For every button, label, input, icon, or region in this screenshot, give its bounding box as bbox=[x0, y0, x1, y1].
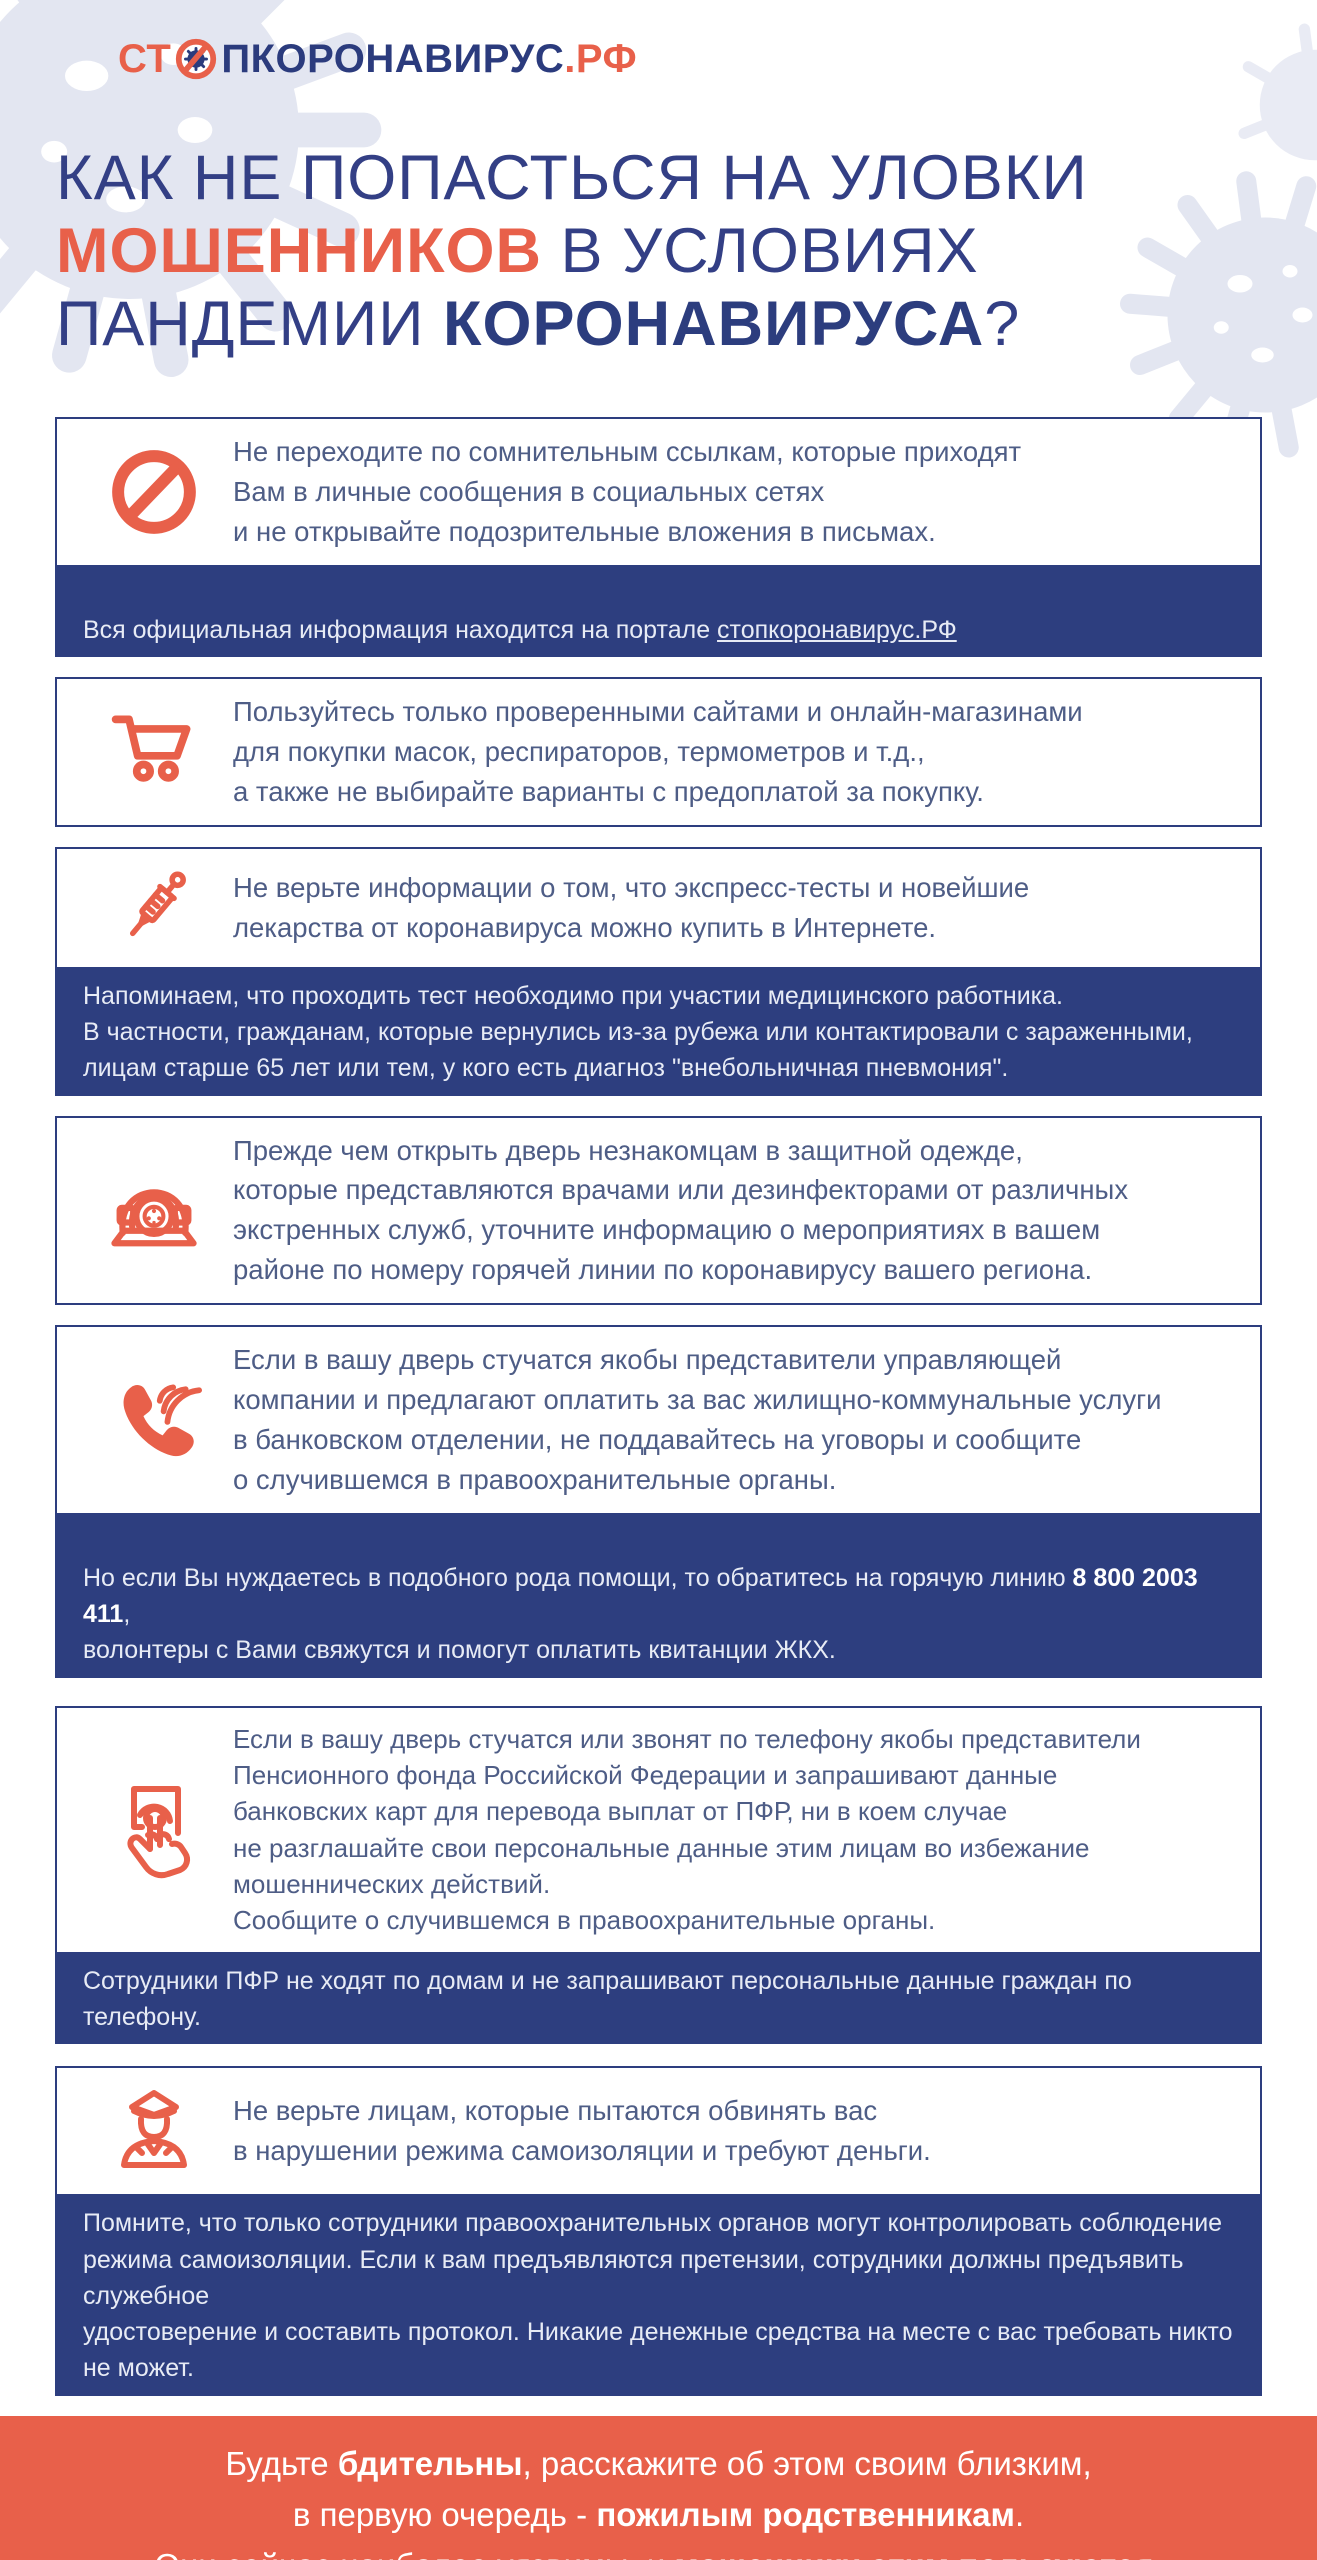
logo-text-middle: ПКОРОНАВИРУС bbox=[221, 37, 565, 81]
info-banner-police: Помните, что только сотрудники правоохра… bbox=[55, 2196, 1262, 2396]
card-text: Пользуйтесь только проверенными сайтами … bbox=[233, 696, 1083, 807]
card-text: Не переходите по сомнительным ссылкам, к… bbox=[233, 436, 1022, 547]
info-banner-official-portal: Вся официальная информация находится на … bbox=[55, 566, 1262, 658]
virus-blob-top-right bbox=[1238, 23, 1317, 161]
logo-text-prefix: СТ bbox=[118, 37, 172, 81]
card-text: Прежде чем открыть дверь незнакомцам в з… bbox=[233, 1134, 1129, 1286]
banner-text: Вся официальная информация находится на … bbox=[83, 615, 718, 644]
logo-text-suffix: .РФ bbox=[564, 37, 638, 81]
title-question-mark: ? bbox=[984, 289, 1021, 359]
title-line1: КАК НЕ ПОПАСТЬСЯ НА УЛОВКИ bbox=[56, 143, 1088, 213]
info-banner-pfr: Сотрудники ПФР не ходят по домам и не за… bbox=[55, 1953, 1262, 2045]
policeman-icon bbox=[75, 2081, 233, 2181]
stopcoronavirus-portal-link[interactable]: стопкоронавирус.РФ bbox=[717, 615, 957, 644]
title-line2-rest: В УСЛОВИЯХ bbox=[542, 216, 979, 286]
banner-text: Сотрудники ПФР не ходят по домам и не за… bbox=[83, 1966, 1132, 2032]
banner-text: , волонтеры с Вами свяжутся и помогут оп… bbox=[83, 1600, 836, 1665]
card-text: Не верьте лицам, которые пытаются обвиня… bbox=[233, 2095, 931, 2167]
vigilance-line1: Будьте бдительны, расскажите об этом сво… bbox=[225, 2444, 1092, 2482]
banner-text: Но если Вы нуждаетесь в подобного рода п… bbox=[83, 1563, 1073, 1592]
card: Не верьте информации о том, что экспресс… bbox=[55, 846, 1262, 969]
card: Пользуйтесь только проверенными сайтами … bbox=[55, 677, 1262, 827]
syringe-icon bbox=[75, 862, 233, 954]
info-banner-hotline: Но если Вы нуждаетесь в подобного рода п… bbox=[55, 1514, 1262, 1678]
stopcoronavirus-logo: СТ ПКОРОНАВИРУС .РФ bbox=[118, 36, 637, 82]
card: Не верьте лицам, которые пытаются обвиня… bbox=[55, 2066, 1262, 2197]
card: Прежде чем открыть дверь незнакомцам в з… bbox=[55, 1115, 1262, 1305]
gas-mask-icon bbox=[75, 1158, 233, 1262]
advice-card-links: Не переходите по сомнительным ссылкам, к… bbox=[55, 417, 1262, 658]
prohibition-icon bbox=[75, 446, 233, 538]
banner-text: Напоминаем, что проходить тест необходим… bbox=[83, 981, 1193, 1083]
title-line3-pre: ПАНДЕМИИ bbox=[56, 289, 444, 359]
hotline-number: 8 800 2003 411 bbox=[83, 1563, 1198, 1628]
header: СТ ПКОРОНАВИРУС .РФ bbox=[0, 0, 1317, 82]
advice-card-tests: Не верьте информации о том, что экспресс… bbox=[55, 846, 1262, 1096]
card-text: Если в вашу дверь стучатся якобы предста… bbox=[233, 1344, 1162, 1495]
virus-no-icon bbox=[176, 38, 217, 80]
title-keyword-scammers: МОШЕННИКОВ bbox=[56, 216, 543, 286]
banner-text: Помните, что только сотрудники правоохра… bbox=[83, 2209, 1233, 2383]
card-text: Не верьте информации о том, что экспресс… bbox=[233, 871, 1030, 943]
advice-card-utilities: Если в вашу дверь стучатся якобы предста… bbox=[55, 1325, 1262, 1678]
cart-icon bbox=[75, 704, 233, 800]
title-keyword-coronavirus: КОРОНАВИРУСА bbox=[443, 289, 985, 359]
advice-card-disinfectors: Прежде чем открыть дверь незнакомцам в з… bbox=[55, 1115, 1262, 1305]
info-banner-testing: Напоминаем, что проходить тест необходим… bbox=[55, 968, 1262, 1096]
advice-cards: Не переходите по сомнительным ссылкам, к… bbox=[55, 417, 1262, 2396]
phone-icon bbox=[75, 1372, 233, 1468]
hand-press-icon bbox=[75, 1775, 233, 1885]
advice-card-shopping: Пользуйтесь только проверенными сайтами … bbox=[55, 677, 1262, 827]
advice-card-self-isolation: Не верьте лицам, которые пытаются обвиня… bbox=[55, 2066, 1262, 2396]
vigilance-banner: Будьте бдительны, расскажите об этом сво… bbox=[0, 2415, 1317, 2560]
vigilance-line2: в первую очередь - пожилым родственникам… bbox=[292, 2495, 1025, 2533]
page-title: КАК НЕ ПОПАСТЬСЯ НА УЛОВКИ МОШЕННИКОВ В … bbox=[56, 142, 1317, 361]
card: Если в вашу дверь стучатся якобы предста… bbox=[55, 1325, 1262, 1515]
virus-blob-top-left bbox=[0, 0, 382, 377]
advice-card-pension-fund: Если в вашу дверь стучатся или звонят по… bbox=[55, 1705, 1262, 2045]
card: Не переходите по сомнительным ссылкам, к… bbox=[55, 417, 1262, 567]
vigilance-line3: Они сейчас наиболее уязвимы, и мошенники… bbox=[40, 2540, 1277, 2560]
card: Если в вашу дверь стучатся или звонят по… bbox=[55, 1705, 1262, 1954]
card-text: Если в вашу дверь стучатся или звонят по… bbox=[233, 1723, 1141, 1936]
